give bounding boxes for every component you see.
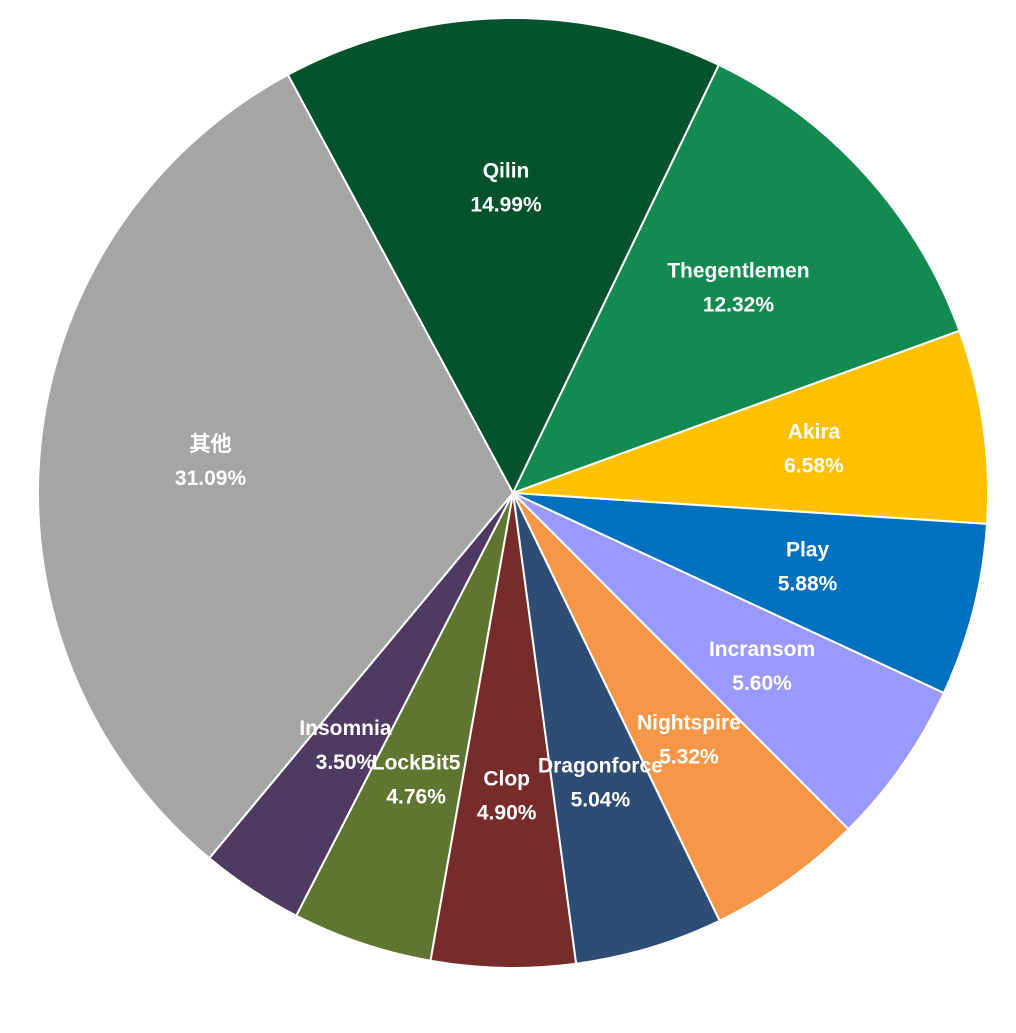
slice-value: 5.32% bbox=[659, 745, 719, 768]
slice-value: 5.04% bbox=[571, 789, 631, 812]
slice-name: Dragonforce bbox=[538, 755, 663, 778]
slice-name: Incransom bbox=[709, 638, 815, 661]
slice-value: 6.58% bbox=[784, 455, 844, 478]
pie-slice bbox=[512, 492, 721, 965]
pie-slice bbox=[512, 492, 946, 831]
slice-name: LockBit5 bbox=[372, 752, 461, 775]
slice-value: 4.76% bbox=[386, 786, 446, 809]
slice-value: 12.32% bbox=[703, 294, 775, 317]
slice-name: Qilin bbox=[483, 160, 530, 183]
slice-value: 31.09% bbox=[175, 467, 247, 490]
slice-name: Play bbox=[786, 539, 830, 562]
pie-slice bbox=[286, 17, 721, 496]
slice-name: Nightspire bbox=[637, 711, 741, 734]
slice-name: Clop bbox=[483, 767, 530, 790]
slice-value: 5.88% bbox=[778, 573, 838, 596]
slice-value: 3.50% bbox=[316, 751, 376, 774]
slice-name: Akira bbox=[788, 421, 841, 444]
pie-slice bbox=[37, 73, 515, 860]
pie-slice bbox=[512, 492, 850, 923]
pie-slice bbox=[511, 63, 961, 495]
pie-slice bbox=[429, 492, 578, 969]
slice-name: Thegentlemen bbox=[667, 260, 809, 283]
slice-name: 其他 bbox=[190, 432, 232, 456]
slice-value: 4.90% bbox=[477, 801, 537, 824]
slice-name: Insomnia bbox=[299, 717, 392, 740]
pie-slice bbox=[512, 329, 989, 525]
slice-value: 5.60% bbox=[732, 672, 792, 695]
pie-slice bbox=[512, 492, 989, 695]
slice-value: 14.99% bbox=[470, 194, 542, 217]
